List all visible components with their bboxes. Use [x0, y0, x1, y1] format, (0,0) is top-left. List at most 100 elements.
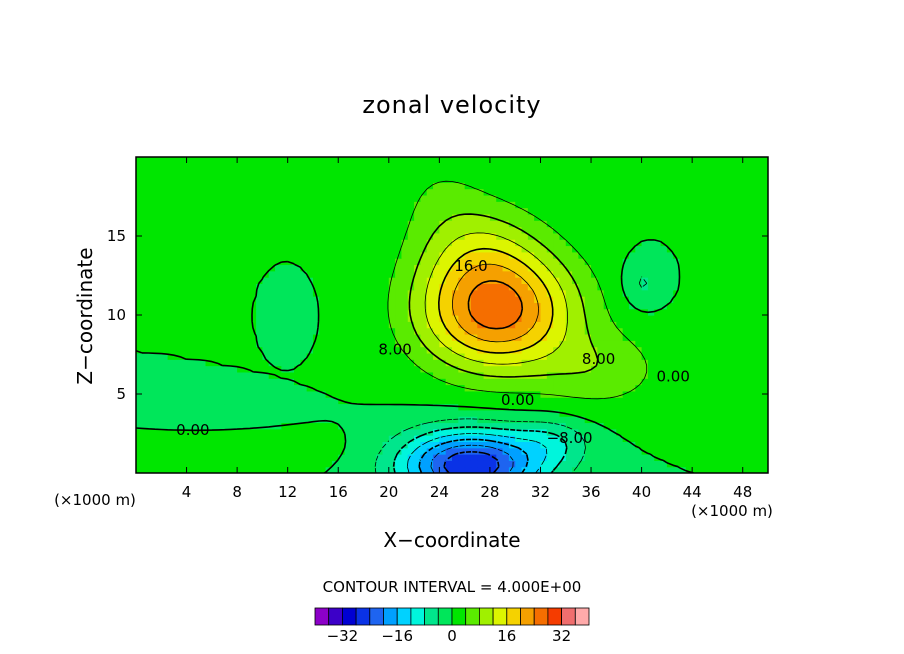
field-cell [572, 359, 579, 366]
field-cell [477, 340, 484, 347]
field-cell [319, 448, 326, 455]
field-cell [471, 366, 478, 373]
field-cell [692, 416, 699, 423]
field-cell [743, 157, 750, 164]
field-cell [642, 353, 649, 360]
field-cell [559, 201, 566, 208]
field-cell [187, 454, 194, 461]
field-cell [231, 416, 238, 423]
field-cell [180, 441, 187, 448]
field-cell [237, 220, 244, 227]
field-cell [730, 397, 737, 404]
field-cell [174, 182, 181, 189]
field-cell [471, 239, 478, 246]
field-cell [686, 283, 693, 290]
field-cell [136, 214, 143, 221]
field-cell [243, 334, 250, 341]
field-cell [736, 258, 743, 265]
field-cell [616, 170, 623, 177]
field-cell [401, 214, 408, 221]
field-cell [206, 385, 213, 392]
field-cell [218, 208, 225, 215]
field-cell [136, 170, 143, 177]
field-cell [717, 252, 724, 259]
field-cell [250, 239, 257, 246]
field-cell [401, 328, 408, 335]
field-cell [503, 189, 510, 196]
field-cell [389, 309, 396, 316]
field-cell [566, 353, 573, 360]
field-cell [452, 208, 459, 215]
field-cell [376, 195, 383, 202]
field-cell [351, 359, 358, 366]
field-cell [382, 359, 389, 366]
field-cell [717, 359, 724, 366]
field-cell [534, 347, 541, 354]
field-cell [389, 220, 396, 227]
field-cell [168, 385, 175, 392]
field-cell [168, 296, 175, 303]
field-cell [155, 157, 162, 164]
field-cell [755, 290, 762, 297]
field-cell [629, 378, 636, 385]
field-cell [515, 277, 522, 284]
field-cell [730, 321, 737, 328]
field-cell [616, 385, 623, 392]
field-cell [553, 340, 560, 347]
field-cell [661, 182, 668, 189]
field-cell [597, 328, 604, 335]
field-cell [743, 460, 750, 467]
field-cell [680, 157, 687, 164]
field-cell [446, 208, 453, 215]
field-cell [597, 252, 604, 259]
field-cell [559, 214, 566, 221]
field-cell [749, 410, 756, 417]
field-cell [332, 378, 339, 385]
field-cell [661, 334, 668, 341]
field-cell [370, 277, 377, 284]
field-cell [711, 195, 718, 202]
field-cell [439, 397, 446, 404]
field-cell [698, 157, 705, 164]
field-cell [724, 416, 731, 423]
field-cell [547, 460, 554, 467]
field-cell [149, 245, 156, 252]
field-cell [281, 214, 288, 221]
field-cell [604, 271, 611, 278]
field-cell [199, 227, 206, 234]
field-cell [332, 220, 339, 227]
field-cell [364, 321, 371, 328]
field-cell [711, 378, 718, 385]
field-cell [364, 271, 371, 278]
field-cell [149, 258, 156, 265]
field-cell [509, 271, 516, 278]
field-cell [389, 157, 396, 164]
field-cell [503, 271, 510, 278]
field-cell [351, 353, 358, 360]
field-cell [224, 277, 231, 284]
field-cell [503, 454, 510, 461]
field-cell [237, 391, 244, 398]
field-cell [642, 422, 649, 429]
field-cell [629, 321, 636, 328]
field-cell [604, 182, 611, 189]
field-cell [484, 315, 491, 322]
field-cell [212, 347, 219, 354]
field-cell [313, 378, 320, 385]
field-cell [591, 214, 598, 221]
field-cell [389, 290, 396, 297]
field-cell [338, 296, 345, 303]
field-cell [623, 454, 630, 461]
field-cell [389, 429, 396, 436]
field-cell [654, 321, 661, 328]
field-cell [212, 403, 219, 410]
field-cell [408, 170, 415, 177]
field-cell [547, 378, 554, 385]
field-cell [528, 429, 535, 436]
field-cell [161, 252, 168, 259]
field-cell [174, 372, 181, 379]
field-cell [585, 283, 592, 290]
field-cell [698, 302, 705, 309]
field-cell [629, 239, 636, 246]
field-cell [357, 245, 364, 252]
